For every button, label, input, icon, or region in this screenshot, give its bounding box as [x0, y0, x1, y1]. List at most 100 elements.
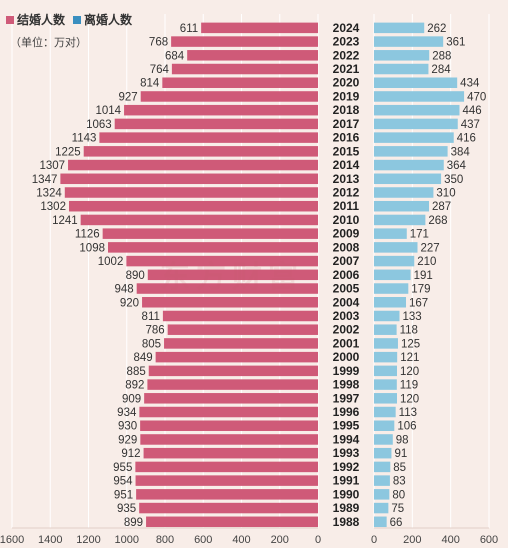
divorce-bar — [374, 324, 397, 335]
marriage-value-label: 948 — [115, 284, 134, 296]
divorce-bar — [374, 63, 429, 75]
divorce-value-label: 434 — [460, 78, 480, 90]
marriage-bar — [171, 63, 318, 75]
year-label: 2004 — [333, 295, 360, 309]
divorce-bar — [374, 502, 389, 514]
year-label: 2005 — [333, 282, 360, 296]
year-label: 2016 — [333, 131, 360, 145]
divorce-bar — [374, 214, 426, 226]
marriage-bar — [68, 159, 318, 171]
year-label: 2003 — [333, 309, 360, 323]
marriage-value-label: 951 — [114, 489, 133, 501]
year-label: 2022 — [333, 48, 360, 62]
legend-item-divorce: 离婚人数 — [73, 11, 132, 28]
divorce-bar — [374, 351, 398, 363]
marriage-value-label: 1302 — [40, 201, 66, 213]
marriage-value-label: 892 — [125, 380, 144, 392]
marriage-value-label: 786 — [145, 325, 164, 337]
marriage-bar — [99, 132, 319, 143]
marriage-value-label: 1014 — [95, 105, 121, 117]
year-label: 1991 — [333, 474, 360, 488]
divorce-value-label: 118 — [400, 325, 418, 337]
year-label: 1993 — [333, 446, 360, 460]
divorce-value-label: 91 — [394, 448, 407, 460]
marriage-value-label: 1002 — [98, 256, 124, 268]
marriage-value-label: 1063 — [86, 119, 112, 131]
divorce-bar — [374, 420, 395, 431]
year-label: 2009 — [333, 227, 360, 241]
divorce-value-label: 121 — [400, 352, 419, 364]
marriage-bar — [171, 36, 318, 47]
marriage-bar — [146, 516, 318, 528]
marriage-value-label: 954 — [113, 476, 133, 488]
divorce-value-label: 262 — [427, 23, 446, 35]
marriage-bar — [148, 365, 318, 377]
divorce-bar — [374, 187, 434, 198]
year-label: 2010 — [333, 213, 360, 227]
divorce-bar — [374, 269, 411, 281]
marriage-bar — [140, 420, 318, 431]
marriage-value-label: 611 — [180, 23, 198, 35]
right-axis-tick-label: 200 — [403, 534, 421, 546]
divorce-bar — [374, 406, 396, 418]
marriage-value-label: 1324 — [36, 188, 62, 200]
marriage-bar — [162, 77, 318, 88]
marriage-bar — [83, 146, 318, 157]
divorce-bar — [374, 516, 387, 528]
year-label: 2017 — [333, 117, 360, 131]
divorce-value-label: 85 — [393, 462, 406, 474]
year-label: 2015 — [333, 144, 360, 158]
divorce-bar — [374, 50, 430, 61]
marriage-value-label: 1241 — [52, 215, 78, 227]
marriage-value-label: 927 — [119, 91, 138, 103]
marriage-bar — [126, 255, 319, 267]
divorce-bar — [374, 489, 390, 500]
marriage-bar — [136, 489, 318, 500]
divorce-value-label: 210 — [417, 256, 436, 268]
marriage-value-label: 1126 — [75, 229, 100, 241]
divorce-value-label: 75 — [391, 503, 404, 515]
marriage-bar — [201, 22, 318, 34]
divorce-value-label: 66 — [390, 517, 403, 529]
year-label: 1996 — [333, 405, 360, 419]
divorce-value-label: 113 — [399, 407, 417, 419]
divorce-value-label: 350 — [444, 174, 463, 186]
marriage-bar — [144, 393, 318, 404]
legend-swatch-divorce — [73, 15, 82, 24]
divorce-value-label: 227 — [421, 242, 440, 254]
divorce-bar — [374, 338, 398, 349]
marriage-value-label: 849 — [133, 352, 152, 364]
marriage-value-label: 768 — [149, 37, 168, 49]
divorce-bar — [374, 242, 418, 253]
left-axis-tick-label: 1200 — [76, 534, 100, 546]
divorce-bar — [374, 91, 465, 102]
divorce-bar — [374, 310, 400, 322]
year-label: 2007 — [333, 254, 360, 268]
marriage-value-label: 764 — [150, 64, 170, 76]
divorce-value-label: 133 — [402, 311, 421, 323]
year-label: 2012 — [333, 186, 360, 200]
divorce-value-label: 167 — [409, 297, 428, 309]
marriage-value-label: 1098 — [79, 242, 105, 254]
marriage-bar — [64, 187, 318, 198]
year-label: 1995 — [333, 419, 360, 433]
legend-label-divorce: 离婚人数 — [84, 13, 133, 27]
divorce-value-label: 171 — [410, 229, 429, 241]
year-label: 1997 — [333, 391, 360, 405]
marriage-value-label: 684 — [165, 50, 185, 62]
divorce-bar — [374, 132, 454, 143]
divorce-value-label: 179 — [411, 284, 430, 296]
year-label: 2021 — [333, 62, 360, 76]
legend-swatch-marriage — [6, 15, 14, 24]
divorce-bar — [374, 393, 397, 404]
marriage-bar — [147, 269, 318, 281]
left-axis-tick-label: 800 — [156, 534, 174, 546]
marriage-bar — [124, 104, 318, 116]
left-axis-tick-label: 1600 — [0, 534, 24, 546]
right-axis-tick-label: 600 — [480, 534, 498, 546]
year-label: 2014 — [333, 158, 360, 172]
year-label: 1988 — [333, 515, 360, 529]
marriage-bar — [147, 379, 318, 390]
left-axis-tick-label: 1400 — [38, 534, 62, 546]
divorce-value-label: 83 — [393, 476, 406, 488]
